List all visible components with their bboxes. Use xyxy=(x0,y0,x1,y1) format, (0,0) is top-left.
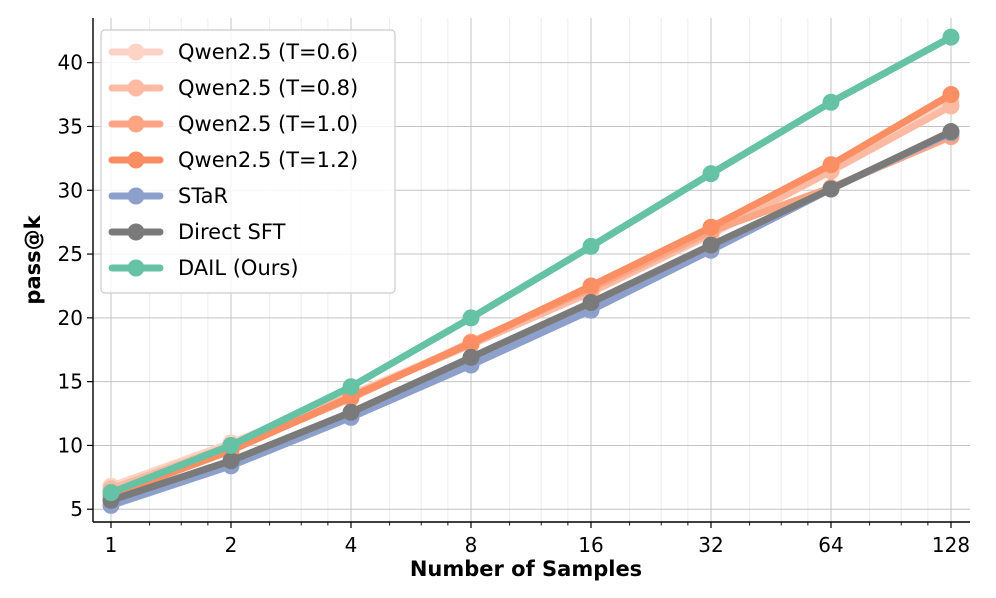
data-point xyxy=(702,236,720,254)
data-point xyxy=(822,180,840,198)
data-point xyxy=(942,28,960,46)
data-point xyxy=(462,348,480,366)
series-dail-ours xyxy=(102,28,960,502)
legend-label: Direct SFT xyxy=(178,220,286,244)
x-tick-label: 32 xyxy=(698,533,723,557)
data-point xyxy=(822,156,840,174)
legend-item: Qwen2.5 (T=0.8) xyxy=(108,76,358,100)
x-axis-label: Number of Samples xyxy=(410,557,642,581)
data-point xyxy=(582,294,600,312)
data-point xyxy=(702,165,720,183)
y-tick-label: 5 xyxy=(70,497,83,521)
y-tick-label: 10 xyxy=(58,433,83,457)
series-line xyxy=(107,91,955,499)
x-tick-label: 1 xyxy=(105,533,118,557)
legend-label: DAIL (Ours) xyxy=(178,256,299,280)
x-tick-label: 128 xyxy=(932,533,970,557)
y-axis-label: pass@k xyxy=(21,214,45,304)
legend-frame xyxy=(100,29,396,294)
data-point xyxy=(942,123,960,141)
y-tick-label: 20 xyxy=(58,306,83,330)
legend-item: Qwen2.5 (T=1.0) xyxy=(108,112,358,136)
x-tick-label: 64 xyxy=(818,533,843,557)
x-tick-label: 4 xyxy=(345,533,358,557)
x-tick-label: 16 xyxy=(578,533,603,557)
series-layer xyxy=(102,28,960,514)
data-point xyxy=(342,378,360,396)
legend: Qwen2.5 (T=0.6) Qwen2.5 (T=0.8) Qwen2.5 (T… xyxy=(100,29,396,294)
y-tick-label: 15 xyxy=(58,370,83,394)
legend-item: STaR xyxy=(108,184,228,208)
y-tick-label: 25 xyxy=(58,242,83,266)
y-tick-label: 30 xyxy=(58,178,83,202)
data-point xyxy=(702,218,720,236)
legend-label: Qwen2.5 (T=1.2) xyxy=(178,148,358,172)
legend-label: STaR xyxy=(178,184,228,208)
series-line xyxy=(107,128,955,504)
data-point xyxy=(222,452,240,470)
legend-swatch-marker xyxy=(127,223,145,241)
legend-swatch-marker xyxy=(127,115,145,133)
data-point xyxy=(222,436,240,454)
legend-item: DAIL (Ours) xyxy=(108,256,299,280)
data-point xyxy=(582,237,600,255)
legend-item: Direct SFT xyxy=(108,220,286,244)
legend-item: Qwen2.5 (T=0.6) xyxy=(108,40,358,64)
y-tick-label: 35 xyxy=(58,114,83,138)
tick-labels: 1 2 4 8 16 32 64 128 5 10 15 20 25 30 35 40 xyxy=(58,51,971,557)
data-point xyxy=(582,277,600,295)
axes xyxy=(87,18,970,528)
data-point xyxy=(462,309,480,327)
legend-swatch-marker xyxy=(127,151,145,169)
data-point xyxy=(102,484,120,502)
legend-swatch-marker xyxy=(127,43,145,61)
series-line xyxy=(107,33,955,497)
y-tick-label: 40 xyxy=(58,51,83,75)
legend-label: Qwen2.5 (T=0.6) xyxy=(178,40,358,64)
data-point xyxy=(822,93,840,111)
data-point xyxy=(462,334,480,352)
data-point xyxy=(342,403,360,421)
x-tick-label: 2 xyxy=(225,533,238,557)
legend-swatch-marker xyxy=(127,79,145,97)
legend-label: Qwen2.5 (T=1.0) xyxy=(178,112,358,136)
x-tick-label: 8 xyxy=(465,533,478,557)
data-point xyxy=(942,86,960,104)
legend-label: Qwen2.5 (T=0.8) xyxy=(178,76,358,100)
legend-swatch-marker xyxy=(127,259,145,277)
legend-swatch-marker xyxy=(127,187,145,205)
legend-item: Qwen2.5 (T=1.2) xyxy=(108,148,358,172)
